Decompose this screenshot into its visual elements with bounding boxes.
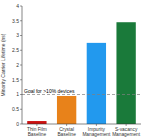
x-tick-label: CrystalBaseline: [57, 127, 76, 137]
chart-container: Goal for >10% devices 0 0.5 1 1.5 2 2.5 3 3.5 4 Th…: [0, 0, 144, 140]
bar: [87, 43, 106, 124]
x-tick-label-line: Baseline: [57, 132, 76, 137]
bars: [22, 22, 141, 124]
y-tick-label: 0.5: [12, 106, 19, 112]
bar: [116, 22, 135, 124]
x-tick: [96, 124, 97, 126]
x-axis: [22, 124, 141, 125]
y-tick: [20, 50, 22, 51]
x-tick: [36, 124, 37, 126]
bar: [27, 121, 46, 124]
y-tick: [20, 65, 22, 66]
y-tick: [20, 109, 22, 110]
y-tick-label: 2.5: [12, 47, 19, 53]
x-tick: [126, 124, 127, 126]
x-tick-label-line: Management: [82, 132, 111, 137]
chart: Goal for >10% devices 0 0.5 1 1.5 2 2.5 3 3.5 4 Th…: [0, 0, 144, 140]
y-tick: [20, 20, 22, 21]
y-tick: [20, 79, 22, 80]
y-tick: [20, 124, 22, 125]
y-tick-label: 3: [16, 32, 19, 38]
x-tick-label: S-vacancyManagement: [112, 127, 141, 137]
y-tick-label: 0: [16, 121, 19, 127]
y-tick-label: 4: [16, 3, 19, 9]
y-tick-label: 2: [16, 62, 19, 68]
y-tick-label: 3.5: [12, 18, 19, 24]
goal-line: [22, 94, 141, 95]
annotation: Goal for >10% devices: [24, 88, 75, 94]
y-tick-label: 1: [16, 91, 19, 97]
x-tick-label: ImpurityManagement: [82, 127, 111, 137]
x-tick-label: Thin FilmBaseline: [27, 127, 47, 137]
bar: [57, 96, 76, 124]
y-tick: [20, 35, 22, 36]
y-tick-label: 1.5: [12, 77, 19, 83]
y-tick: [20, 6, 22, 7]
x-tick-label-line: Baseline: [28, 132, 47, 137]
y-tick: [20, 94, 22, 95]
y-axis-label: Minority Carrier Lifetime (ns): [0, 33, 6, 96]
x-tick: [66, 124, 67, 126]
x-tick-label-line: Management: [112, 132, 141, 137]
